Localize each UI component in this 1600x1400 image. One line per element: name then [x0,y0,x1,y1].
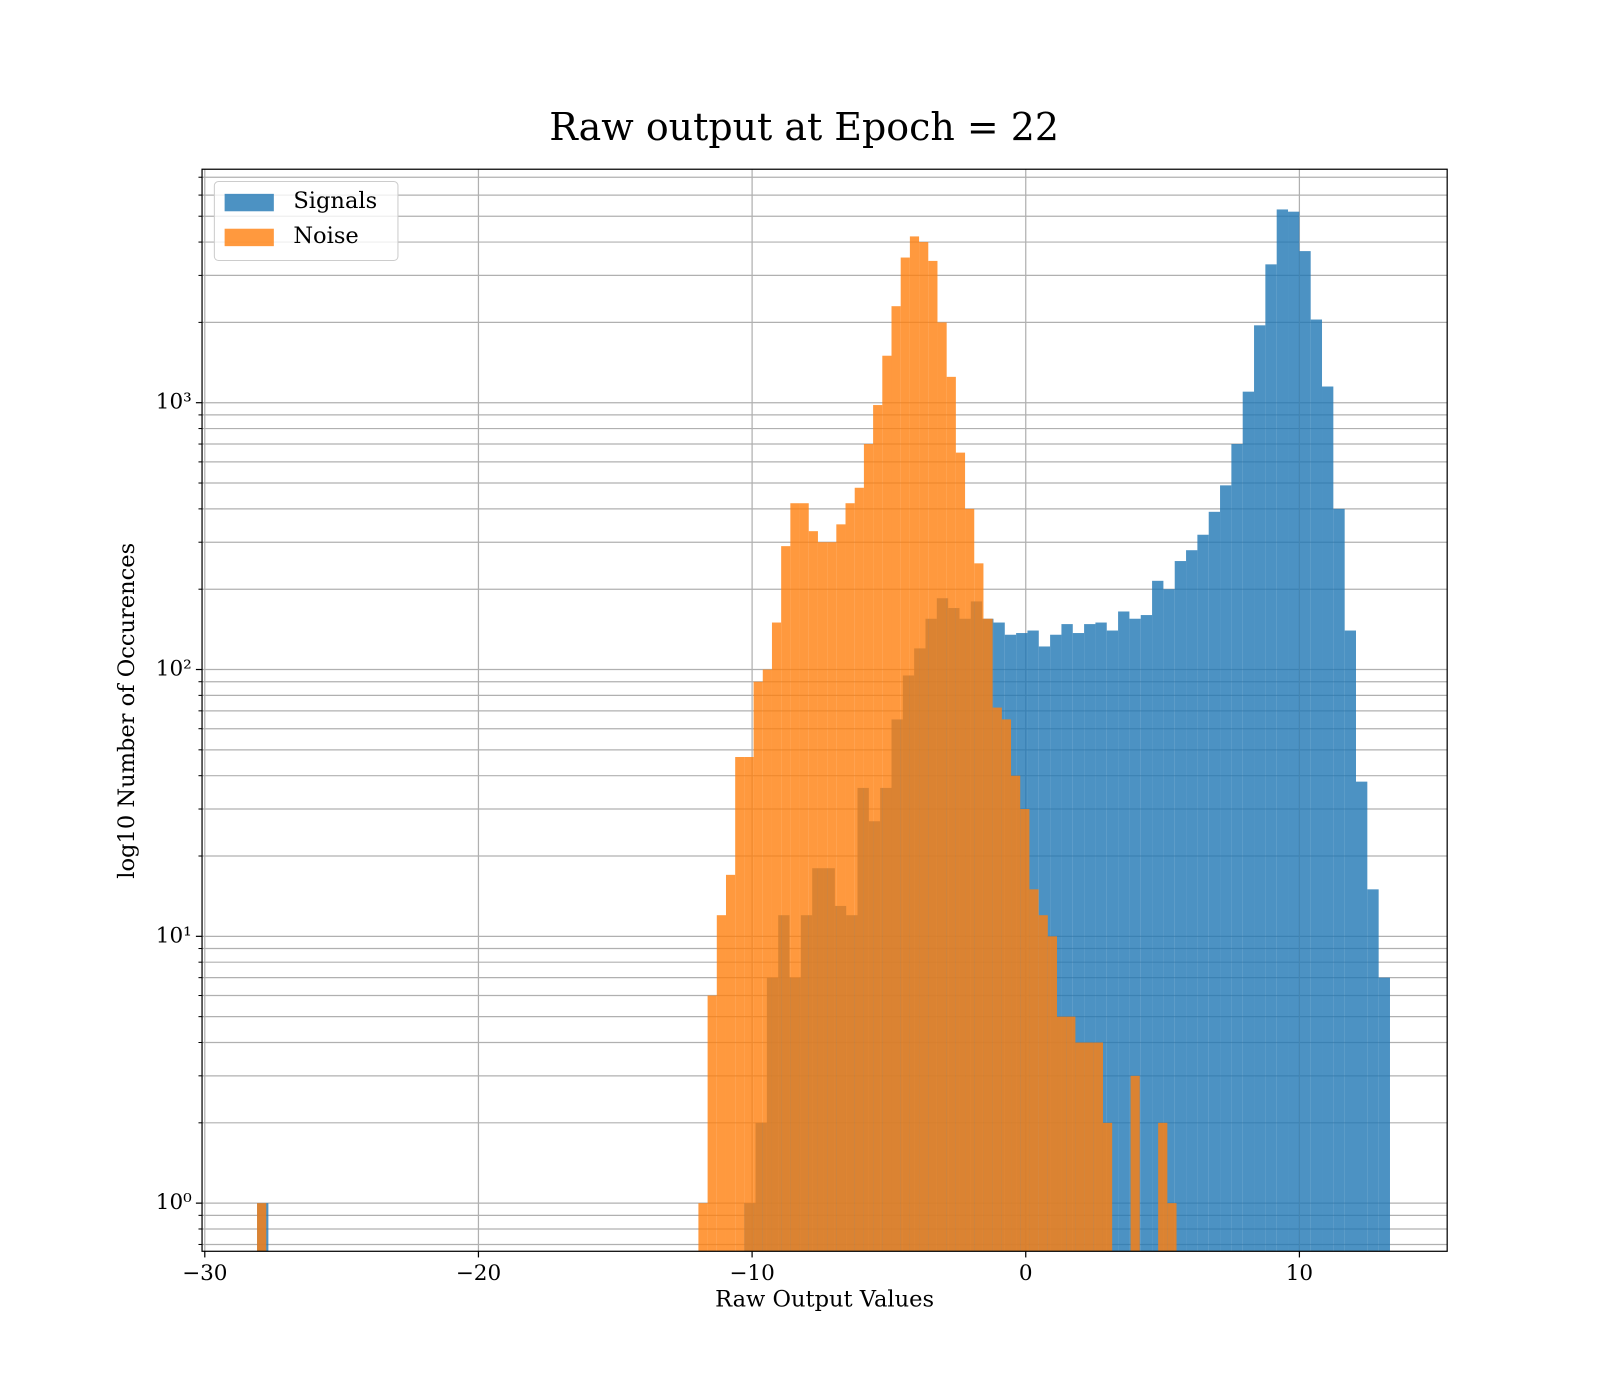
x-tick-label: −30 [182,1261,227,1286]
histogram-bar [937,322,947,1252]
legend-swatch [224,193,274,212]
histogram-bar [900,257,910,1252]
y-tick-label: 10² [156,657,192,682]
histogram-bar [1118,611,1130,1252]
histogram-bar [974,563,984,1252]
histogram-bar [1167,1203,1177,1252]
histogram-bar [735,757,745,1252]
histogram-bar [1288,211,1300,1252]
histogram-bar [882,355,892,1252]
histogram-bar [790,503,800,1252]
y-tick-label: 10¹ [156,923,192,948]
histogram-bar [1061,624,1073,1252]
histogram-bar [1333,508,1345,1252]
histogram-bar [965,508,975,1252]
histogram-bar [1378,977,1390,1252]
histogram-bar [854,487,864,1252]
histogram-bar [1254,325,1266,1252]
y-axis-label: log10 Number of Occurences [114,543,140,879]
histogram-bar [992,707,1002,1252]
histogram-bar [1001,719,1012,1252]
histogram-bar [1093,1042,1103,1252]
histogram-bar [1299,251,1311,1252]
histogram-bar [1106,630,1119,1252]
histogram-bar [799,503,809,1252]
histogram-bar [716,915,726,1252]
legend-label: Noise [293,223,358,249]
histogram-bar [744,757,754,1252]
histogram-bar [1220,485,1232,1252]
x-axis-label: Raw Output Values [715,1287,934,1313]
x-tick-label: 0 [1019,1261,1033,1286]
y-tick-label: 10³ [156,390,192,415]
histogram-bar [1158,1122,1168,1252]
histogram-bar [1174,561,1187,1252]
histogram-bar [1066,1016,1076,1252]
histogram-bar [1020,809,1030,1252]
histogram-bar [1084,1042,1094,1252]
plot-frame [201,168,1448,1252]
legend-label: Signals [293,188,377,214]
histogram-bar [863,444,874,1252]
histogram-bar [1129,618,1141,1252]
histogram-bar [257,1203,267,1252]
histogram-bar [1355,781,1368,1252]
histogram-bar [1163,589,1175,1252]
histogram-bar [1152,580,1164,1252]
x-tick-label: −10 [729,1261,774,1286]
histogram-bar [827,542,837,1252]
histogram-bar [817,542,828,1252]
histogram-bar [1011,775,1021,1252]
histogram-bar [1310,319,1323,1252]
histogram-bar [1265,264,1277,1252]
chart-title: Raw output at Epoch = 22 [549,105,1059,149]
histogram-bar [955,452,966,1252]
histogram-bar [1038,915,1048,1252]
histogram-bar [983,618,993,1252]
histogram-bar [781,546,791,1252]
histogram-bar [1186,550,1198,1252]
x-tick-label: −20 [456,1261,501,1286]
histogram-bar [1276,209,1289,1252]
histogram-bar [753,681,763,1252]
histogram-bar [1197,534,1209,1252]
histogram-bar [725,874,736,1252]
histogram-bar [891,306,901,1252]
histogram-bar [1029,889,1039,1252]
histogram-bar [1095,622,1107,1252]
histogram-bar [1367,889,1379,1252]
histogram-bar [928,260,938,1252]
histogram-bar [946,376,956,1252]
histogram-bar [1208,511,1221,1252]
histogram-bar [1322,386,1334,1252]
histogram-bar [909,236,920,1252]
histogram-bar [762,669,772,1252]
y-tick-label: 10⁰ [156,1190,192,1215]
histogram-bar [836,524,846,1252]
histogram-bar [1102,1122,1113,1252]
histogram-bar [1242,391,1255,1252]
histogram-bar [919,242,929,1252]
histogram-bar [707,995,717,1252]
histogram-bar [1057,1016,1067,1252]
histogram-bar [873,405,883,1252]
histogram-bar [808,531,818,1252]
histogram-bar [698,1203,708,1252]
histogram-bar [1231,444,1243,1252]
histogram-bar [771,622,782,1252]
legend: Signals Noise [213,181,399,262]
histogram-bar [1075,1042,1085,1252]
histogram-bar [1344,630,1356,1252]
histogram-bar [845,503,855,1252]
x-tick-label: 10 [1286,1261,1313,1286]
histogram-bar [1084,624,1096,1252]
legend-swatch [224,228,274,247]
histogram-bar [1140,615,1153,1252]
histogram-bar [1130,1075,1140,1252]
histogram-bar [1047,936,1058,1252]
histogram-bar [1072,633,1085,1252]
